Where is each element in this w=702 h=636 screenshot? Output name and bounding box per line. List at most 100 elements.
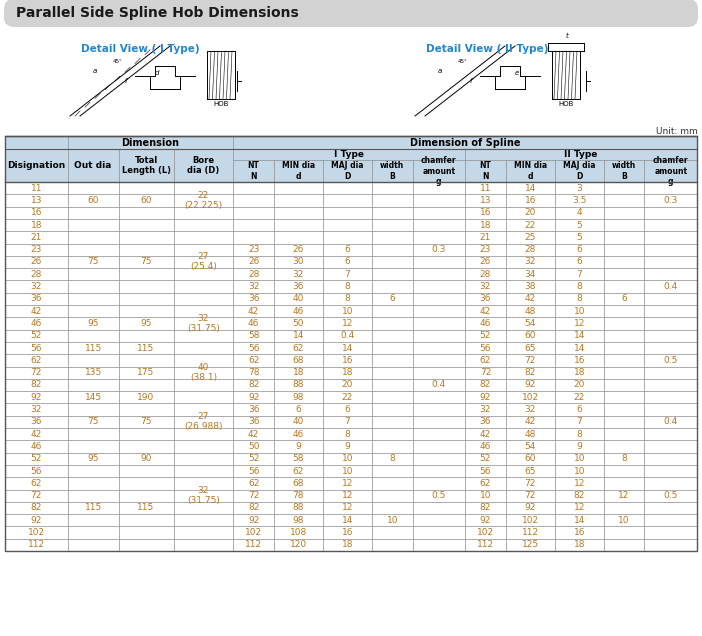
Bar bbox=[505, 379, 555, 391]
Bar bbox=[604, 293, 644, 305]
Bar bbox=[68, 453, 119, 465]
Bar bbox=[505, 207, 555, 219]
Text: 52: 52 bbox=[31, 454, 42, 463]
Bar bbox=[505, 453, 555, 465]
Text: 46: 46 bbox=[479, 442, 491, 451]
Bar bbox=[644, 354, 697, 366]
Text: 5: 5 bbox=[576, 233, 582, 242]
Bar bbox=[274, 391, 323, 403]
Bar bbox=[644, 244, 697, 256]
Bar bbox=[505, 428, 555, 440]
Bar bbox=[644, 465, 697, 477]
Text: 14: 14 bbox=[524, 184, 536, 193]
Bar bbox=[119, 329, 173, 342]
Text: 6: 6 bbox=[296, 405, 301, 414]
Bar bbox=[233, 160, 274, 182]
Text: 82: 82 bbox=[31, 504, 42, 513]
Bar bbox=[274, 440, 323, 453]
Text: 16: 16 bbox=[31, 208, 42, 218]
Bar bbox=[505, 329, 555, 342]
Bar bbox=[68, 440, 119, 453]
Bar bbox=[413, 160, 465, 182]
Bar bbox=[413, 317, 465, 329]
Bar bbox=[604, 416, 644, 428]
Bar bbox=[173, 207, 233, 219]
Text: 14: 14 bbox=[574, 343, 585, 352]
Text: 4: 4 bbox=[576, 208, 582, 218]
Text: 7: 7 bbox=[345, 417, 350, 426]
Bar bbox=[604, 182, 644, 195]
Bar bbox=[5, 136, 68, 149]
Bar bbox=[68, 305, 119, 317]
Bar bbox=[644, 232, 697, 244]
Bar bbox=[233, 514, 274, 527]
Text: 52: 52 bbox=[31, 331, 42, 340]
Text: 10: 10 bbox=[387, 516, 398, 525]
Text: 0.3: 0.3 bbox=[663, 196, 678, 205]
Bar bbox=[505, 477, 555, 490]
Bar bbox=[465, 403, 505, 416]
Bar bbox=[233, 317, 274, 329]
Bar bbox=[413, 182, 465, 195]
Text: 72: 72 bbox=[31, 368, 42, 377]
Bar bbox=[644, 160, 697, 182]
Text: 10: 10 bbox=[618, 516, 630, 525]
Bar bbox=[465, 232, 505, 244]
Bar bbox=[644, 453, 697, 465]
Bar bbox=[173, 280, 233, 293]
Text: 46: 46 bbox=[31, 442, 42, 451]
Bar bbox=[555, 453, 604, 465]
Text: 98: 98 bbox=[293, 393, 304, 402]
Bar bbox=[372, 366, 413, 379]
Text: 62: 62 bbox=[479, 356, 491, 365]
Bar bbox=[555, 403, 604, 416]
Bar bbox=[465, 514, 505, 527]
Bar bbox=[604, 428, 644, 440]
Bar bbox=[323, 207, 372, 219]
Bar bbox=[173, 149, 233, 182]
Bar bbox=[68, 465, 119, 477]
Text: 82: 82 bbox=[31, 380, 42, 389]
Bar bbox=[413, 244, 465, 256]
Text: 78: 78 bbox=[248, 368, 259, 377]
Text: 102: 102 bbox=[28, 528, 45, 537]
Text: 40
(38.1): 40 (38.1) bbox=[190, 363, 217, 382]
Text: 12: 12 bbox=[342, 504, 353, 513]
Bar bbox=[274, 453, 323, 465]
Bar bbox=[119, 465, 173, 477]
Bar bbox=[413, 366, 465, 379]
Text: 95: 95 bbox=[140, 319, 152, 328]
Bar bbox=[372, 440, 413, 453]
Bar bbox=[555, 440, 604, 453]
Text: HOB: HOB bbox=[558, 101, 574, 107]
Bar bbox=[5, 293, 68, 305]
Bar bbox=[68, 329, 119, 342]
Bar bbox=[555, 391, 604, 403]
Bar bbox=[68, 244, 119, 256]
Bar bbox=[372, 219, 413, 232]
Bar bbox=[274, 354, 323, 366]
Text: 46: 46 bbox=[479, 319, 491, 328]
Bar bbox=[119, 428, 173, 440]
Bar bbox=[555, 232, 604, 244]
Bar bbox=[173, 502, 233, 514]
Bar bbox=[119, 477, 173, 490]
Text: 42: 42 bbox=[31, 307, 42, 315]
Bar bbox=[372, 232, 413, 244]
Bar bbox=[5, 440, 68, 453]
Bar bbox=[644, 329, 697, 342]
Bar bbox=[555, 502, 604, 514]
Bar bbox=[173, 490, 233, 502]
Bar bbox=[465, 440, 505, 453]
Text: 60: 60 bbox=[524, 331, 536, 340]
Bar bbox=[119, 293, 173, 305]
Bar bbox=[323, 366, 372, 379]
Bar bbox=[413, 539, 465, 551]
Bar bbox=[505, 160, 555, 182]
Bar bbox=[233, 391, 274, 403]
Text: 108: 108 bbox=[290, 528, 307, 537]
Text: 20: 20 bbox=[574, 380, 585, 389]
Bar bbox=[372, 317, 413, 329]
Bar bbox=[465, 195, 505, 207]
Bar bbox=[68, 416, 119, 428]
